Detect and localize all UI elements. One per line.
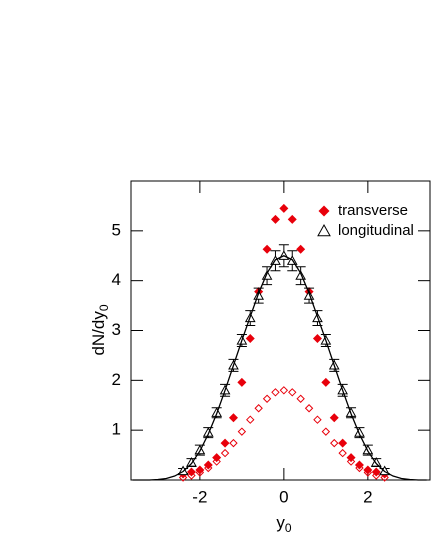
y-label-sub: 0 <box>97 304 111 311</box>
point <box>304 404 314 413</box>
point <box>195 468 205 477</box>
x-label-sub: 0 <box>285 521 292 535</box>
legend-symbol <box>318 205 330 217</box>
point <box>253 290 265 300</box>
point <box>354 427 365 437</box>
y-axis-label: dN/dy0 <box>89 304 111 355</box>
point <box>321 427 331 436</box>
point <box>346 457 356 466</box>
y-tick-label: 1 <box>112 420 121 439</box>
point <box>279 203 289 213</box>
point <box>229 438 238 448</box>
legend-label: transverse <box>338 202 408 219</box>
point <box>212 457 221 466</box>
x-tick-label: 2 <box>363 487 372 506</box>
y-tick-label: 4 <box>112 270 121 289</box>
point <box>220 438 230 448</box>
y-label-text: dN/dy <box>89 311 108 356</box>
point <box>288 388 297 397</box>
point <box>321 377 331 387</box>
point <box>363 468 373 477</box>
x-tick-label: -2 <box>192 487 207 506</box>
point <box>329 413 339 423</box>
point <box>245 333 255 343</box>
point <box>355 463 364 473</box>
point <box>246 415 255 424</box>
point <box>338 448 347 458</box>
point <box>363 465 373 475</box>
point <box>237 427 247 436</box>
point <box>296 244 306 254</box>
fit-line <box>132 255 427 481</box>
legend-symbol <box>317 223 331 237</box>
point <box>296 394 305 403</box>
point <box>312 333 322 343</box>
point <box>228 413 238 423</box>
point <box>380 473 389 482</box>
y-tick-label: 5 <box>112 220 121 239</box>
y-tick-label: 2 <box>112 370 121 389</box>
point <box>237 377 247 387</box>
point <box>187 471 196 480</box>
point <box>338 438 348 448</box>
point <box>270 214 280 224</box>
point <box>303 290 315 300</box>
point <box>372 471 381 480</box>
x-tick-label: 0 <box>279 487 288 506</box>
point <box>330 438 339 448</box>
point <box>313 415 322 424</box>
y-tick-label: 3 <box>112 320 121 339</box>
point <box>262 394 272 403</box>
point <box>262 244 272 254</box>
point <box>287 214 297 224</box>
point <box>204 463 213 473</box>
point <box>220 448 230 458</box>
point <box>271 388 280 397</box>
point <box>195 465 205 475</box>
point <box>254 404 263 413</box>
point <box>370 457 382 467</box>
x-axis-label: y0 <box>276 513 292 535</box>
point <box>186 457 197 467</box>
point <box>202 427 214 437</box>
x-label-text: y <box>276 513 285 532</box>
point <box>279 386 289 395</box>
point <box>178 473 188 482</box>
legend-label: longitudinal <box>338 222 414 239</box>
